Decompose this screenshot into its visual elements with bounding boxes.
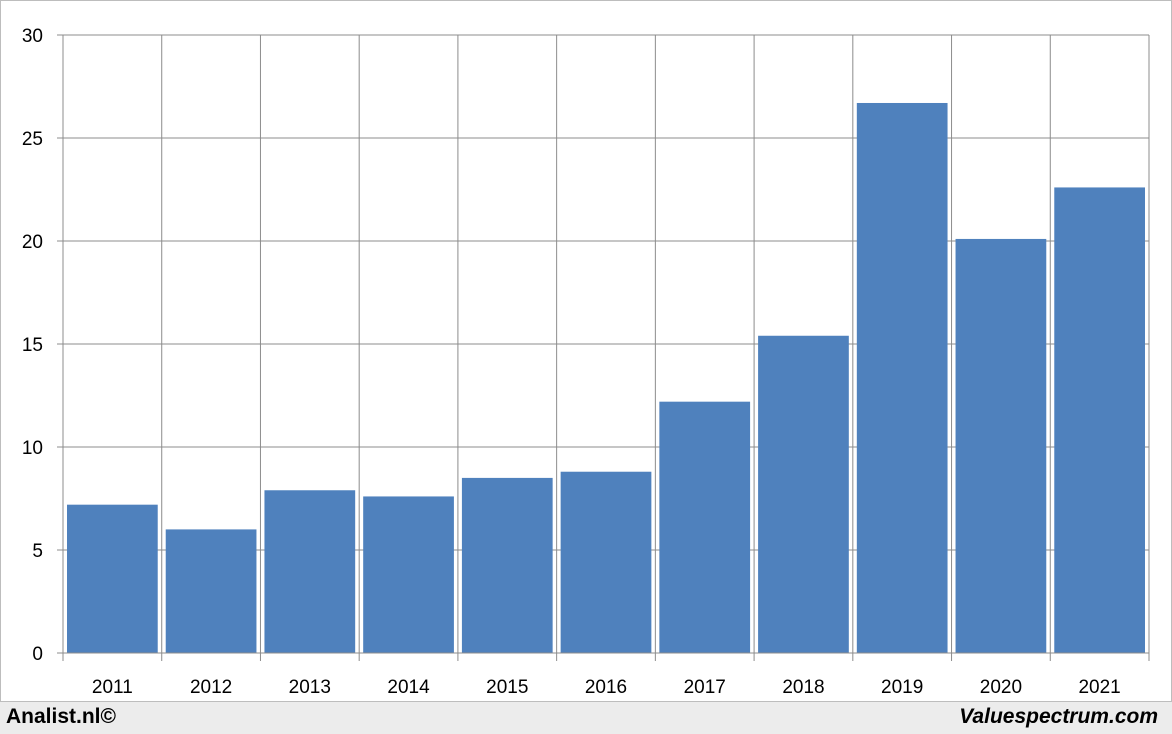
bar-2013 <box>264 490 356 653</box>
x-tick-label: 2020 <box>980 677 1022 698</box>
x-tick-label: 2021 <box>1078 677 1120 698</box>
x-tick-label: 2012 <box>190 677 232 698</box>
x-tick-label: 2011 <box>92 677 133 698</box>
bar-2012 <box>165 529 257 653</box>
y-tick-label: 0 <box>32 644 43 665</box>
x-tick-label: 2017 <box>684 677 726 698</box>
bar-2019 <box>856 102 948 654</box>
footer-bar: Analist.nl© Valuespectrum.com <box>0 702 1172 734</box>
y-tick-label: 15 <box>22 335 43 356</box>
x-tick-label: 2014 <box>387 677 430 698</box>
bar-2020 <box>955 238 1047 653</box>
chart-frame: 0 5 10 15 20 25 30 2011 2012 2013 2014 2015 2016 201… <box>0 0 1172 702</box>
x-tick-label: 2018 <box>782 677 824 698</box>
source-credit: Analist.nl© <box>6 705 116 728</box>
bar-2018 <box>758 335 849 653</box>
y-tick-label: 25 <box>22 129 43 150</box>
bars <box>67 102 1145 654</box>
bar-2016 <box>560 471 652 653</box>
bar-2014 <box>363 496 454 653</box>
y-tick-label: 20 <box>22 232 43 253</box>
bar-2017 <box>659 401 751 653</box>
x-tick-label: 2019 <box>881 677 923 698</box>
x-tick-label: 2015 <box>486 677 528 698</box>
y-tick-label: 30 <box>22 26 43 47</box>
y-tick-labels: 0 5 10 15 20 25 30 <box>22 26 43 665</box>
x-tick-label: 2016 <box>585 677 627 698</box>
y-tick-label: 5 <box>32 541 43 562</box>
site-credit: Valuespectrum.com <box>959 705 1158 728</box>
axes <box>57 34 1149 654</box>
grid-lines <box>62 34 1150 661</box>
bar-2021 <box>1054 187 1145 653</box>
x-tick-label: 2013 <box>289 677 331 698</box>
y-tick-label: 10 <box>22 438 43 459</box>
bar-2015 <box>461 477 553 653</box>
bar-2011 <box>67 504 158 653</box>
x-tick-labels: 2011 2012 2013 2014 2015 2016 2017 2018 2019 2020… <box>92 677 1121 698</box>
